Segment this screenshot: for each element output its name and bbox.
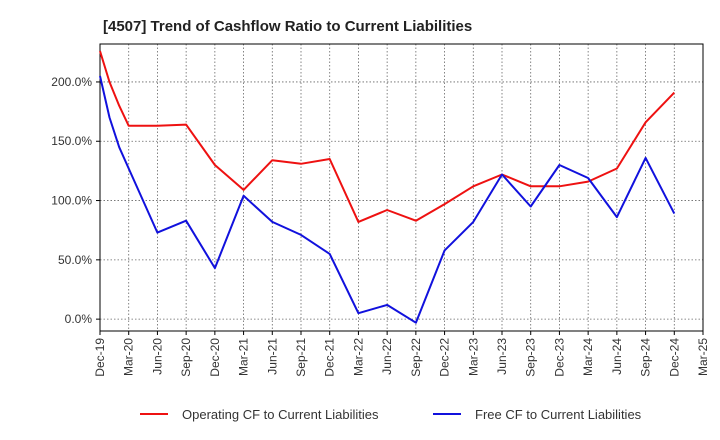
x-tick-label: Dec-19 xyxy=(93,338,107,377)
x-tick-label: Mar-23 xyxy=(466,338,480,376)
legend-label: Operating CF to Current Liabilities xyxy=(182,407,379,422)
plot-area xyxy=(99,43,704,332)
x-tick-label: Dec-22 xyxy=(438,338,452,377)
x-tick-label: Jun-22 xyxy=(380,338,394,375)
legend: Operating CF to Current Liabilities Free … xyxy=(140,407,642,422)
y-axis: 0.0% 50.0% 100.0% 150.0% 200.0% xyxy=(51,75,100,326)
y-tick-label: 50.0% xyxy=(58,253,92,267)
x-tick-label: Mar-25 xyxy=(696,338,710,376)
x-tick-label: Mar-24 xyxy=(581,338,595,376)
x-tick-label: Sep-21 xyxy=(294,338,308,377)
x-axis: Dec-19 Mar-20 Jun-20 Sep-20 Dec-20 Mar-21 Jun-… xyxy=(93,331,710,377)
y-tick-label: 0.0% xyxy=(65,312,93,326)
x-tick-label: Sep-24 xyxy=(639,338,653,377)
grid-lines xyxy=(100,44,703,331)
series-layer xyxy=(99,50,676,324)
x-tick-label: Dec-21 xyxy=(323,338,337,377)
x-tick-label: Jun-21 xyxy=(265,338,279,375)
x-tick-label: Jun-20 xyxy=(150,338,164,375)
y-tick-label: 200.0% xyxy=(51,75,92,89)
chart-title: [4507] Trend of Cashflow Ratio to Curren… xyxy=(103,18,472,35)
x-tick-label: Jun-23 xyxy=(495,338,509,375)
x-tick-label: Dec-24 xyxy=(667,338,681,377)
x-tick-label: Sep-20 xyxy=(179,338,193,377)
x-tick-label: Jun-24 xyxy=(610,338,624,375)
x-tick-label: Dec-23 xyxy=(552,338,566,377)
series-line-2 xyxy=(99,75,676,324)
y-tick-label: 100.0% xyxy=(51,194,92,208)
x-tick-label: Sep-23 xyxy=(524,338,538,377)
x-tick-label: Mar-21 xyxy=(237,338,251,376)
x-tick-label: Sep-22 xyxy=(409,338,423,377)
x-tick-label: Dec-20 xyxy=(208,338,222,377)
x-tick-label: Mar-22 xyxy=(351,338,365,376)
y-tick-label: 150.0% xyxy=(51,134,92,148)
x-tick-label: Mar-20 xyxy=(122,338,136,376)
series-line-1 xyxy=(99,50,676,223)
legend-label: Free CF to Current Liabilities xyxy=(475,407,642,422)
